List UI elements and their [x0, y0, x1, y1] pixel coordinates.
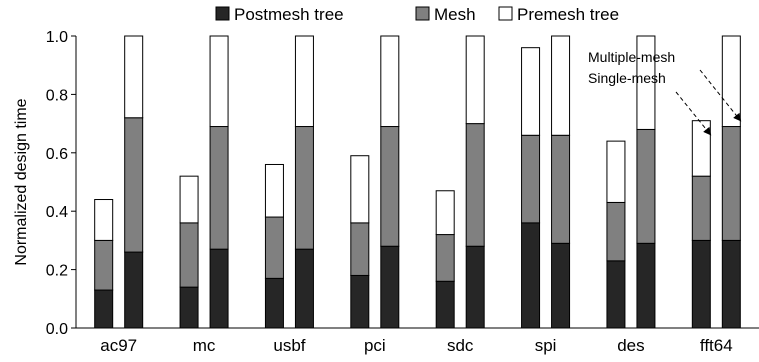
annotation-arrow-multiple-mesh — [699, 69, 742, 122]
bar-fft64-single-mesh-mesh — [691, 175, 711, 241]
bar-sdc-multiple-mesh-premesh-tree — [465, 35, 485, 125]
y-tick-label: 0.6 — [46, 146, 68, 163]
bar-usbf-multiple-mesh-postmesh-tree — [294, 248, 314, 329]
bar-des-multiple-mesh-mesh — [636, 128, 656, 244]
bar-mc-single-mesh-mesh — [179, 222, 199, 288]
bar-sdc-single-mesh-postmesh-tree — [435, 280, 455, 329]
bar-fft64-single-mesh-premesh-tree — [691, 120, 711, 177]
bar-usbf-single-mesh-postmesh-tree — [264, 277, 284, 329]
x-tick-label-spi: spi — [535, 336, 557, 355]
bar-pci-single-mesh-premesh-tree — [350, 155, 370, 224]
legend: Postmesh tree Mesh Premesh tree — [215, 5, 619, 24]
bar-mc-single-mesh-postmesh-tree — [179, 286, 199, 329]
bar-usbf-single-mesh-mesh — [264, 216, 284, 279]
annotation-single-mesh: Single-mesh — [588, 70, 666, 86]
bar-ac97-multiple-mesh-postmesh-tree — [124, 251, 144, 329]
annotations: Multiple-mesh Single-mesh — [588, 49, 675, 86]
x-tick-label-des: des — [617, 336, 644, 355]
annotation-multiple-mesh: Multiple-mesh — [588, 49, 675, 65]
bar-fft64-multiple-mesh-mesh — [721, 126, 741, 241]
bar-fft64-multiple-mesh-postmesh-tree — [721, 239, 741, 329]
legend-swatch-postmesh-tree — [215, 6, 230, 21]
bar-spi-multiple-mesh-mesh — [551, 134, 571, 244]
bar-spi-multiple-mesh-premesh-tree — [551, 35, 571, 136]
y-tick-label: 1.0 — [46, 29, 68, 46]
bar-des-single-mesh-postmesh-tree — [606, 260, 626, 329]
bar-mc-multiple-mesh-postmesh-tree — [209, 248, 229, 329]
bar-usbf-multiple-mesh-premesh-tree — [294, 35, 314, 128]
bar-usbf-single-mesh-premesh-tree — [264, 163, 284, 218]
bar-des-single-mesh-premesh-tree — [606, 140, 626, 203]
bar-ac97-multiple-mesh-premesh-tree — [124, 35, 144, 119]
bar-usbf-multiple-mesh-mesh — [294, 126, 314, 250]
bar-spi-single-mesh-postmesh-tree — [521, 222, 541, 329]
x-tick-label-usbf: usbf — [273, 336, 305, 355]
y-tick-label: 0.8 — [46, 87, 68, 104]
bar-ac97-multiple-mesh-mesh — [124, 117, 144, 253]
bar-pci-multiple-mesh-postmesh-tree — [380, 245, 400, 329]
bar-sdc-single-mesh-premesh-tree — [435, 190, 455, 236]
bar-mc-multiple-mesh-mesh — [209, 126, 229, 250]
bar-sdc-multiple-mesh-mesh — [465, 123, 485, 247]
legend-label-premesh-tree: Premesh tree — [517, 5, 619, 24]
bar-sdc-multiple-mesh-postmesh-tree — [465, 245, 485, 329]
bar-ac97-single-mesh-premesh-tree — [94, 199, 114, 241]
legend-label-mesh: Mesh — [434, 5, 476, 24]
legend-swatch-premesh-tree — [498, 6, 513, 21]
plot-area: 0.0 0.2 0.4 0.6 0.8 1.0 ac97 mc usbf pci sdc spi des… — [46, 29, 759, 355]
bar-sdc-single-mesh-mesh — [435, 234, 455, 282]
bar-des-multiple-mesh-postmesh-tree — [636, 242, 656, 329]
annotation-arrow-single-mesh — [675, 91, 712, 136]
y-axis-title: Normalized design time — [13, 98, 30, 265]
legend-swatch-mesh — [415, 6, 430, 21]
bar-spi-single-mesh-mesh — [521, 134, 541, 224]
legend-label-postmesh-tree: Postmesh tree — [234, 5, 344, 24]
bar-fft64-single-mesh-postmesh-tree — [691, 239, 711, 329]
x-tick-label-sdc: sdc — [447, 336, 474, 355]
x-tick-label-fft64: fft64 — [700, 336, 733, 355]
x-tick-label-pci: pci — [364, 336, 386, 355]
bar-ac97-single-mesh-mesh — [94, 239, 114, 291]
bar-spi-single-mesh-premesh-tree — [521, 47, 541, 136]
bar-pci-single-mesh-postmesh-tree — [350, 274, 370, 329]
bar-pci-multiple-mesh-mesh — [380, 126, 400, 247]
bar-des-multiple-mesh-premesh-tree — [636, 35, 656, 130]
bar-ac97-single-mesh-postmesh-tree — [94, 289, 114, 329]
bar-fft64-multiple-mesh-premesh-tree — [721, 35, 741, 128]
bar-pci-single-mesh-mesh — [350, 222, 370, 276]
x-tick-label-mc: mc — [193, 336, 216, 355]
y-tick-label: 0.2 — [46, 263, 68, 280]
y-tick-label: 0.4 — [46, 204, 68, 221]
bar-mc-multiple-mesh-premesh-tree — [209, 35, 229, 128]
bar-spi-multiple-mesh-postmesh-tree — [551, 242, 571, 329]
bar-mc-single-mesh-premesh-tree — [179, 175, 199, 224]
y-tick-label: 0.0 — [46, 321, 68, 338]
bar-des-single-mesh-mesh — [606, 201, 626, 262]
bar-pci-multiple-mesh-premesh-tree — [380, 35, 400, 128]
x-tick-label-ac97: ac97 — [100, 336, 137, 355]
